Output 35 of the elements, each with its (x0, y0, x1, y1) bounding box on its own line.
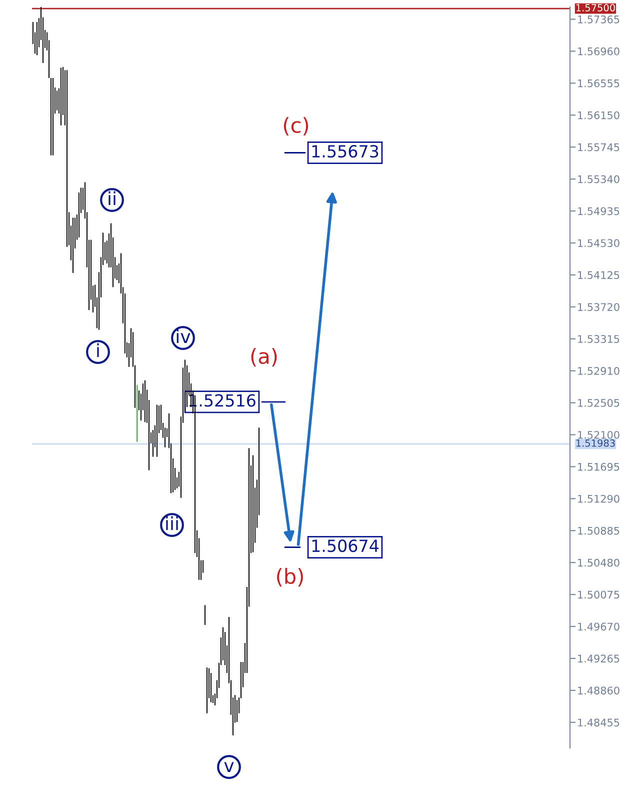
y-tick-label: 1.48455 (578, 718, 620, 726)
y-tick-label: 1.50480 (578, 558, 620, 567)
y-tick-label: 1.50075 (578, 590, 620, 599)
y-tick-label: 1.57365 (578, 15, 620, 24)
y-tick-label: 1.52910 (578, 367, 620, 375)
y-tick-label: 1.53720 (578, 303, 620, 311)
y-tick-label: 1.50885 (578, 526, 620, 535)
annotation: iii (166, 516, 178, 530)
annotation: (a) (251, 348, 277, 366)
y-tick-label: 1.56960 (578, 47, 620, 56)
annotation: (c) (284, 116, 308, 136)
ref-line-label: 1.51983 (576, 439, 615, 447)
y-tick-label: 1.53315 (578, 335, 620, 343)
ref-line-label: 1.55673 (312, 144, 378, 158)
y-tick-label: 1.49670 (578, 622, 620, 631)
annotation: iv (176, 329, 190, 343)
y-tick-label: 1.48860 (578, 686, 620, 694)
annotation: (b) (277, 568, 303, 586)
text: v (224, 762, 234, 772)
ref-line-label: 1.50674 (312, 539, 379, 552)
annotation: ii (108, 191, 116, 205)
y-tick-label: 1.51290 (578, 494, 620, 503)
annotation: i (97, 343, 99, 357)
y-tick-label: 1.56150 (578, 111, 620, 120)
y-tick-label: 1.54935 (578, 207, 620, 216)
y-tick-label: 1.56555 (578, 79, 620, 88)
y-tick-label: 1.55745 (578, 143, 620, 152)
y-tick-label: 1.54125 (578, 271, 620, 280)
y-tick-label: 1.52505 (578, 398, 620, 407)
y-tick-label: 1.54530 (578, 239, 620, 248)
y-tick-label: 1.55340 (578, 175, 620, 184)
y-tick-label: 1.51695 (578, 462, 620, 471)
ref-line-label: 1.57500 (576, 4, 615, 12)
y-tick-label: 1.49265 (578, 654, 620, 663)
y-tick-label: 1.52100 (578, 430, 620, 439)
